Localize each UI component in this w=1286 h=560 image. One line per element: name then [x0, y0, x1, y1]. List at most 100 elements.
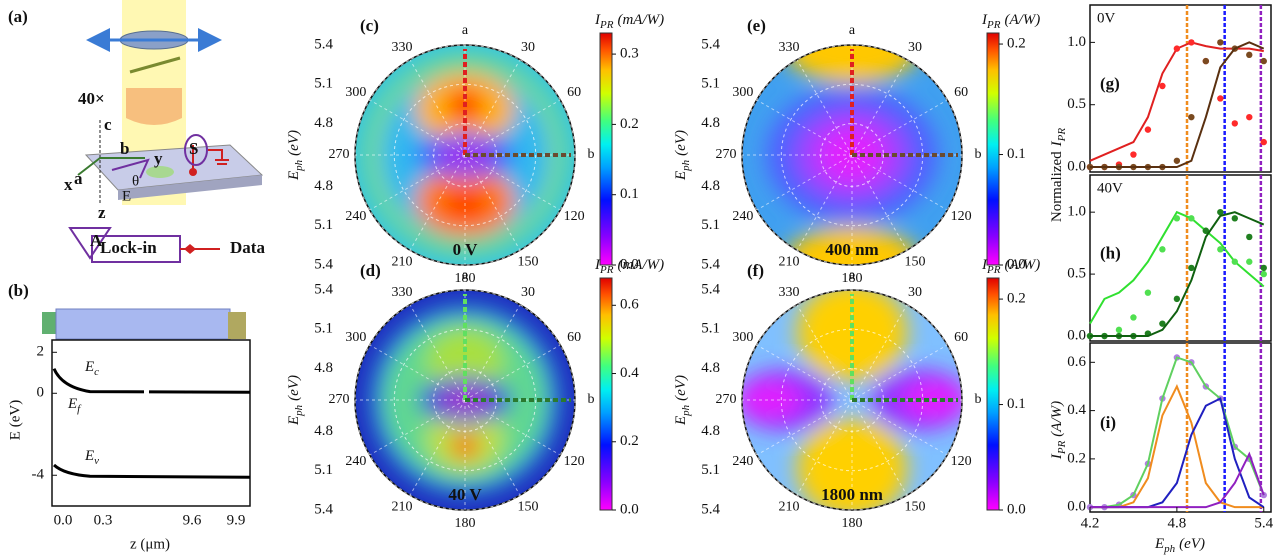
x-tick-label: 0.0 [54, 512, 73, 528]
data-line [1089, 41, 1264, 162]
data-point [1217, 39, 1224, 46]
grid-spoke [851, 99, 948, 156]
r-tick-label: 4.8 [314, 178, 333, 194]
panel-label: (g) [1100, 74, 1120, 93]
r-tick-label: 5.4 [701, 281, 720, 297]
r-tick-label: 5.1 [701, 217, 720, 233]
angle-label: 270 [329, 392, 350, 407]
schematic-text: E [122, 188, 131, 204]
y-tick-label: 1.0 [1067, 34, 1086, 50]
x-axis-label: Eph (eV) [1154, 536, 1205, 554]
angle-label: a [462, 268, 469, 283]
schematic [68, 0, 264, 263]
inner-label: 40 V [448, 485, 482, 504]
data-point [1159, 246, 1166, 253]
schematic-text: A [90, 231, 103, 250]
data-point [1188, 215, 1195, 222]
cbar-label-unit: (A/W) [1004, 257, 1040, 273]
angle-label: 270 [716, 147, 737, 162]
y-axis-label: Normalized IPR [1049, 128, 1067, 223]
y-axis-label-text: Normalized [1049, 151, 1065, 222]
band-label-symbol: E [84, 448, 94, 464]
angle-label: 120 [564, 209, 585, 224]
grid-spoke [796, 59, 853, 156]
cbar-tick-label: 0.0 [620, 501, 639, 517]
angle-label: 210 [779, 500, 800, 515]
angle-label: 120 [951, 209, 972, 224]
axis-letter: b [120, 139, 129, 158]
y-axis-label-unit: (A/W) [1049, 401, 1065, 437]
cbar-label-symbol: I [981, 12, 988, 28]
angle-label: 240 [732, 454, 753, 469]
axis-letter: y [154, 149, 163, 168]
band-label: Ev [84, 448, 99, 466]
axis-label: z (μm) [130, 536, 170, 552]
grid-spoke [464, 304, 521, 401]
cbar-tick-label: 0.1 [1007, 396, 1026, 412]
y-tick-label: 2 [37, 344, 45, 360]
r-tick-label: 5.1 [314, 76, 333, 92]
cbar-tick-label: 0.2 [620, 433, 639, 449]
cbar-label-symbol: I [594, 257, 601, 273]
angle-label: b [975, 392, 982, 407]
data-point [1188, 39, 1195, 46]
r-tick-label: 5.4 [314, 256, 333, 272]
r-tick-label: 4.8 [701, 423, 720, 439]
panel-tag: 40V [1097, 180, 1123, 196]
angle-label: 240 [345, 454, 366, 469]
r-tick-label: 5.1 [314, 321, 333, 337]
band [52, 368, 251, 394]
layer [55, 308, 231, 340]
cbar-label-symbol: I [594, 12, 601, 28]
y-axis-label-sub: PR [1056, 440, 1068, 455]
frame [1089, 342, 1272, 513]
angle-label: 30 [908, 40, 922, 55]
layer [228, 312, 246, 339]
y-tick-label: 1.0 [1067, 204, 1086, 220]
angle-label: 210 [392, 500, 413, 515]
r-axis-label-unit: (eV) [286, 130, 302, 156]
schematic-text: (a) [8, 7, 28, 26]
y-tick-label: 0 [37, 385, 45, 401]
y-tick-label: 0.5 [1067, 266, 1086, 282]
angle-label: 240 [345, 209, 366, 224]
r-axis-label-sub: ph [293, 159, 305, 172]
angle-label: 330 [779, 40, 800, 55]
grid-spoke [851, 59, 908, 156]
grid-spoke [464, 344, 561, 401]
data-line [1090, 397, 1265, 509]
grid-ring [780, 328, 924, 472]
data-point [1115, 326, 1123, 334]
angle-label: 180 [455, 516, 476, 531]
r-tick-label: 5.1 [701, 321, 720, 337]
angle-label: 270 [329, 147, 350, 162]
r-axis-label-sub: ph [680, 159, 692, 172]
angle-label: 300 [732, 330, 753, 345]
data-point [1159, 82, 1166, 90]
data-point [1217, 95, 1224, 102]
y-axis-label-symbol: I [1049, 453, 1065, 460]
colorbar [986, 32, 1000, 266]
grid-spoke [464, 399, 561, 456]
x-tick-label: 4.8 [1168, 515, 1187, 531]
frame [1089, 4, 1272, 173]
grid-spoke [369, 99, 466, 156]
schematic-text: S [189, 139, 198, 158]
angle-label: a [849, 23, 856, 38]
band-label-symbol: E [84, 359, 94, 375]
cbar-tick-label: 0.4 [620, 365, 639, 381]
r-tick-label: 5.4 [314, 501, 333, 517]
grid-ring [780, 83, 924, 227]
y-tick-label: 0.4 [1067, 402, 1086, 418]
r-axis-label-symbol: E [286, 416, 302, 426]
data-point [1188, 264, 1195, 272]
inner-label: 400 nm [825, 240, 878, 259]
axis-letter: z [98, 203, 106, 222]
r-tick-label: 5.1 [314, 217, 333, 233]
r-tick-label: 5.4 [314, 36, 333, 52]
grid-spoke [409, 59, 466, 156]
cbar-tick-label: 0.6 [620, 297, 639, 313]
grid-spoke [851, 304, 908, 401]
band-label-sub: v [94, 455, 99, 467]
